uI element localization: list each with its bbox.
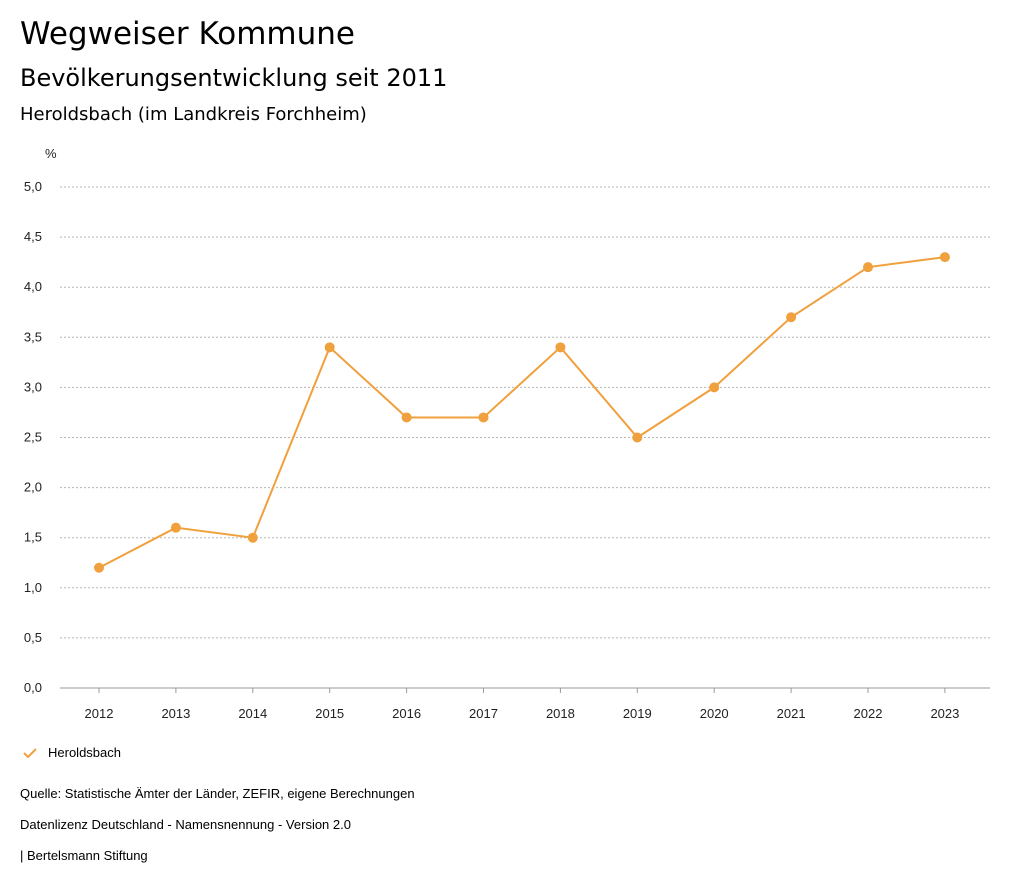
data-point[interactable]: [247, 532, 258, 543]
data-point[interactable]: [555, 342, 566, 353]
x-tick-label: 2016: [392, 706, 421, 721]
y-axis-unit: %: [45, 146, 57, 161]
legend-item-heroldsbach[interactable]: Heroldsbach: [22, 745, 121, 760]
y-tick-label: 1,5: [24, 530, 42, 545]
source-note: Quelle: Statistische Ämter der Länder, Z…: [20, 786, 415, 801]
y-tick-label: 4,0: [24, 279, 42, 294]
x-tick-label: 2021: [777, 706, 806, 721]
data-point[interactable]: [786, 312, 797, 323]
y-tick-label: 3,5: [24, 329, 42, 344]
data-point[interactable]: [94, 562, 104, 573]
data-point[interactable]: [401, 412, 412, 423]
x-tick-label: 2013: [161, 706, 190, 721]
check-icon: [23, 747, 37, 758]
data-point[interactable]: [632, 432, 643, 443]
data-point[interactable]: [170, 522, 181, 533]
x-tick-label: 2023: [930, 706, 959, 721]
series-line: [98, 256, 946, 569]
x-tick-label: 2018: [546, 706, 575, 721]
y-tick-label: 3,0: [24, 379, 42, 394]
x-tick-label: 2020: [700, 706, 729, 721]
x-tick-label: 2012: [85, 706, 114, 721]
y-tick-label: 2,5: [24, 430, 42, 445]
page-title: Wegweiser Kommune: [20, 16, 355, 52]
line-chart: % 0,0 0,5 1,0 1,5 2,0 2,5 3,0 3,5 4,0 4,5 5,0 2012…: [24, 146, 990, 721]
x-tick-label: 2017: [469, 706, 498, 721]
x-tick-label: 2019: [623, 706, 652, 721]
x-tick-label: 2015: [315, 706, 344, 721]
publisher-note: | Bertelsmann Stiftung: [20, 848, 148, 863]
chart-subtitle: Bevölkerungsentwicklung seit 2011: [20, 64, 448, 92]
data-point[interactable]: [324, 342, 335, 353]
y-tick-label: 4,5: [24, 229, 42, 244]
y-tick-label: 5,0: [24, 179, 42, 194]
data-point[interactable]: [939, 252, 950, 263]
data-point[interactable]: [709, 382, 720, 393]
y-tick-label: 0,5: [24, 630, 42, 645]
region-label: Heroldsbach (im Landkreis Forchheim): [20, 104, 367, 125]
data-point[interactable]: [478, 412, 489, 423]
data-point[interactable]: [863, 262, 873, 273]
x-tick-label: 2022: [854, 706, 883, 721]
y-tick-label: 2,0: [24, 480, 42, 495]
license-note: Datenlizenz Deutschland - Namensnennung …: [20, 817, 351, 832]
x-tick-label: 2014: [238, 706, 267, 721]
y-tick-label: 0,0: [24, 680, 42, 695]
y-tick-label: 1,0: [24, 580, 42, 595]
legend-label: Heroldsbach: [48, 745, 121, 760]
